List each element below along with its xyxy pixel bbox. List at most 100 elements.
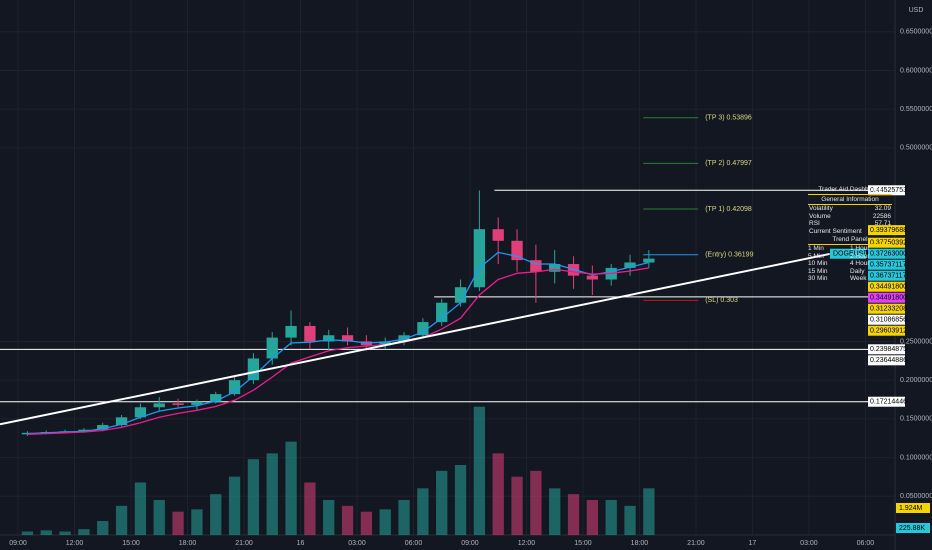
volume-bar xyxy=(473,406,486,535)
x-tick-label: 06:00 xyxy=(857,540,875,547)
candle-body xyxy=(153,403,165,408)
info-value: 32.09 xyxy=(874,205,891,212)
candle-body xyxy=(417,322,429,336)
trend-row: 30 Min Week xyxy=(808,275,892,283)
price-tag-label: 0.37263000 xyxy=(870,251,907,258)
currency: USD xyxy=(909,7,924,14)
volume-bar xyxy=(304,482,316,535)
candle-body xyxy=(586,275,599,280)
volume-bar xyxy=(134,482,147,535)
price-tag xyxy=(868,344,905,355)
x-tick-label: 17 xyxy=(749,540,757,547)
candle-body xyxy=(97,425,109,430)
volume-bar xyxy=(530,470,542,535)
x-tick-label: 21:00 xyxy=(235,540,253,547)
candle-body xyxy=(643,258,655,263)
candle-body xyxy=(624,262,636,268)
volume-tag xyxy=(896,503,930,513)
x-tick-label: 03:00 xyxy=(348,540,366,547)
volume-bar xyxy=(417,488,429,535)
trend-right: Daily xyxy=(850,267,865,275)
volume-bar xyxy=(567,494,580,535)
trend-row: 5 Min 2 Hour xyxy=(808,253,892,261)
price-tag-label: 0.36737117 xyxy=(870,273,907,280)
volume-bar xyxy=(40,530,52,535)
price-tag xyxy=(868,248,905,259)
volume-bar xyxy=(59,531,71,535)
volume-bar xyxy=(605,500,617,535)
trend-left: 5 Min xyxy=(808,252,824,260)
price-tag xyxy=(868,185,905,196)
volume-bar xyxy=(172,511,184,535)
trend-right: 2 Hour xyxy=(850,252,870,260)
price-tag xyxy=(868,259,905,270)
candle-body xyxy=(323,335,335,342)
candle-body xyxy=(549,264,561,272)
price-tag xyxy=(868,237,905,248)
candle-body xyxy=(172,403,184,405)
volume-bar xyxy=(153,500,165,535)
info-key: RSI xyxy=(809,220,820,227)
price-tag-label: 0.23984875 xyxy=(870,346,907,353)
price-tag-label: 0.31086856 xyxy=(870,317,907,324)
x-tick-label: 06:00 xyxy=(405,540,423,547)
x-tick-label: 15:00 xyxy=(574,540,592,547)
price-tag-label: 0.35737117 xyxy=(870,262,907,269)
price-tag xyxy=(868,292,905,303)
volume-bar xyxy=(643,488,655,535)
target-label: (TP 3) 0.53896 xyxy=(705,115,752,122)
price-tag-label: 0.37750392 xyxy=(870,240,907,247)
volume-bar xyxy=(285,441,297,535)
price-tag xyxy=(868,396,905,407)
symbol-tag xyxy=(830,248,866,259)
info-row: Volatility 32.09 xyxy=(808,205,892,213)
volume-bar xyxy=(228,476,241,535)
info-key: Volatility xyxy=(809,205,833,212)
info-row: Current Sentiment xyxy=(808,228,892,236)
x-tick-label: 18:00 xyxy=(631,540,649,547)
candle-body xyxy=(473,229,486,288)
candle-body xyxy=(115,417,128,426)
trend-row: 15 Min Daily xyxy=(808,268,892,276)
info-value: 57.71 xyxy=(874,220,891,227)
x-tick-label: 21:00 xyxy=(687,540,705,547)
volume-bar xyxy=(454,465,467,535)
volume-bar xyxy=(266,453,278,535)
volume-bar xyxy=(549,488,561,535)
price-tag xyxy=(868,225,905,236)
volume-bar xyxy=(247,459,260,535)
price-tag xyxy=(868,314,905,325)
candle-body xyxy=(492,229,504,241)
x-tick-label: 16 xyxy=(297,540,305,547)
candle-body xyxy=(210,394,222,402)
candle-body xyxy=(228,380,241,395)
x-tick-label: 18:00 xyxy=(179,540,197,547)
price-tag xyxy=(868,325,905,336)
volume-bar xyxy=(341,505,354,535)
candle-body xyxy=(436,302,448,323)
candle-body xyxy=(266,337,278,359)
volume-bar xyxy=(115,505,128,535)
volume-bar xyxy=(97,521,109,535)
volume-bar xyxy=(323,500,335,535)
volume-bar xyxy=(586,500,599,535)
candle-body xyxy=(454,287,467,303)
candle-body xyxy=(191,401,203,405)
trend-title: Trend Panel xyxy=(808,235,892,245)
price-tag-label: 0.39379688 xyxy=(870,227,907,234)
candle-body xyxy=(304,325,316,342)
trend-panel: 1 Min 1 Hour 5 Min 2 Hour 10 Min 4 Hour 15 Min… xyxy=(808,245,892,283)
dashboard: Trader Aid Dashboard General Information… xyxy=(808,185,892,283)
price-tag-label: 0.34491800 xyxy=(870,295,907,302)
trend-row: 1 Min 1 Hour xyxy=(808,245,892,253)
target-label: (Entry) 0.36199 xyxy=(705,252,753,259)
price-tag-label: 0.31233208 xyxy=(870,306,907,313)
